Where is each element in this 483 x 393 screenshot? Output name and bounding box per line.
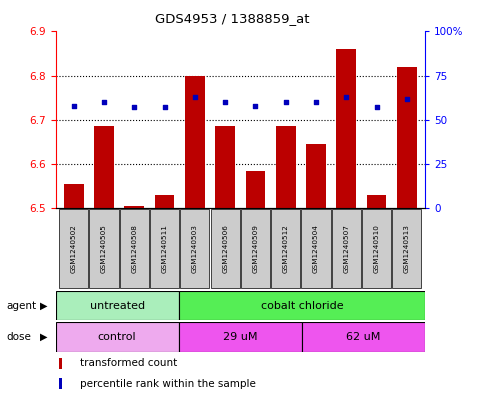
Text: 29 uM: 29 uM xyxy=(223,332,257,342)
Text: percentile rank within the sample: percentile rank within the sample xyxy=(80,378,256,389)
Text: transformed count: transformed count xyxy=(80,358,177,368)
FancyBboxPatch shape xyxy=(332,209,361,288)
Text: GSM1240502: GSM1240502 xyxy=(71,224,77,273)
Text: GSM1240510: GSM1240510 xyxy=(373,224,380,273)
Bar xyxy=(94,127,114,208)
FancyBboxPatch shape xyxy=(150,209,179,288)
FancyBboxPatch shape xyxy=(56,322,179,352)
Bar xyxy=(59,358,62,369)
Text: GSM1240509: GSM1240509 xyxy=(253,224,258,273)
Bar xyxy=(125,206,144,208)
Point xyxy=(403,95,411,102)
Text: GSM1240504: GSM1240504 xyxy=(313,224,319,273)
Bar xyxy=(215,127,235,208)
FancyBboxPatch shape xyxy=(241,209,270,288)
FancyBboxPatch shape xyxy=(59,209,88,288)
FancyBboxPatch shape xyxy=(211,209,240,288)
Text: dose: dose xyxy=(6,332,31,342)
Bar xyxy=(185,75,205,208)
Text: control: control xyxy=(98,332,136,342)
FancyBboxPatch shape xyxy=(179,322,302,352)
Text: agent: agent xyxy=(6,301,36,311)
Bar xyxy=(397,67,417,208)
Point xyxy=(373,104,381,111)
Bar xyxy=(155,195,174,208)
Text: GSM1240511: GSM1240511 xyxy=(162,224,168,273)
Text: ▶: ▶ xyxy=(40,301,47,311)
Point xyxy=(191,94,199,100)
FancyBboxPatch shape xyxy=(362,209,391,288)
Point xyxy=(312,99,320,105)
Point xyxy=(70,103,78,109)
Text: GSM1240505: GSM1240505 xyxy=(101,224,107,273)
Text: cobalt chloride: cobalt chloride xyxy=(260,301,343,310)
FancyBboxPatch shape xyxy=(180,209,210,288)
FancyBboxPatch shape xyxy=(120,209,149,288)
Text: GDS4953 / 1388859_at: GDS4953 / 1388859_at xyxy=(155,12,309,25)
FancyBboxPatch shape xyxy=(179,291,425,320)
Text: GSM1240503: GSM1240503 xyxy=(192,224,198,273)
Point xyxy=(221,99,229,105)
Text: GSM1240512: GSM1240512 xyxy=(283,224,289,273)
Bar xyxy=(64,184,84,208)
FancyBboxPatch shape xyxy=(302,322,425,352)
Point xyxy=(282,99,290,105)
Text: GSM1240506: GSM1240506 xyxy=(222,224,228,273)
Point xyxy=(130,104,138,111)
Bar xyxy=(245,171,265,208)
Bar xyxy=(59,378,62,389)
FancyBboxPatch shape xyxy=(89,209,118,288)
Bar xyxy=(337,49,356,208)
Text: ▶: ▶ xyxy=(40,332,47,342)
FancyBboxPatch shape xyxy=(301,209,330,288)
Point xyxy=(342,94,350,100)
FancyBboxPatch shape xyxy=(271,209,300,288)
FancyBboxPatch shape xyxy=(392,209,421,288)
Bar xyxy=(306,144,326,208)
Point xyxy=(161,104,169,111)
Text: GSM1240508: GSM1240508 xyxy=(131,224,137,273)
FancyBboxPatch shape xyxy=(56,291,179,320)
Bar xyxy=(276,127,296,208)
Point xyxy=(100,99,108,105)
Text: GSM1240507: GSM1240507 xyxy=(343,224,349,273)
Text: 62 uM: 62 uM xyxy=(346,332,381,342)
Point xyxy=(252,103,259,109)
Text: GSM1240513: GSM1240513 xyxy=(404,224,410,273)
Text: untreated: untreated xyxy=(89,301,145,310)
Bar xyxy=(367,195,386,208)
